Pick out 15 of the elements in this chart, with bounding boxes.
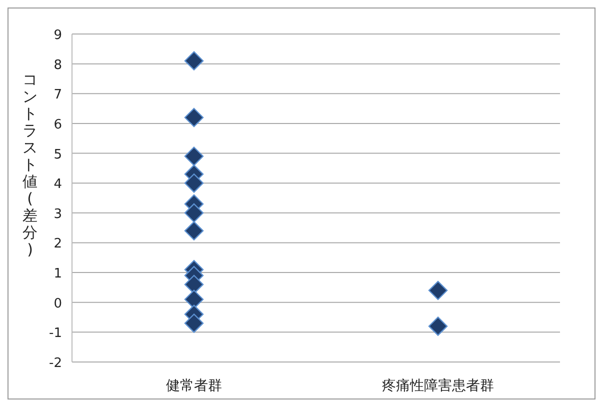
y-tick-label: -2	[49, 356, 62, 371]
y-tick-label: 4	[54, 177, 62, 192]
y-tick-label: 9	[54, 28, 62, 43]
x-tick-label: 疼痛性障害患者群	[382, 378, 494, 394]
y-tick-label: 6	[54, 117, 62, 132]
y-tick-label: 7	[54, 88, 62, 103]
y-tick-label: -1	[49, 326, 62, 342]
y-tick-label: 2	[54, 236, 62, 252]
y-tick-label: 8	[54, 58, 62, 73]
y-tick-label: 0	[54, 296, 62, 312]
x-tick-label: 健常者群	[166, 378, 222, 394]
y-tick-label: 3	[54, 206, 62, 222]
y-tick-label: 5	[54, 147, 62, 162]
text: コントラスト値(差分)	[22, 70, 38, 258]
y-tick-label: 1	[54, 266, 62, 282]
